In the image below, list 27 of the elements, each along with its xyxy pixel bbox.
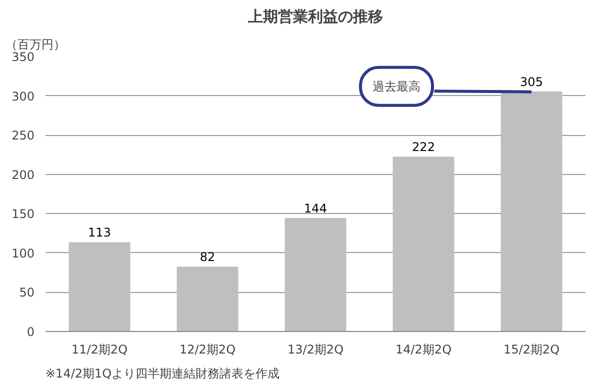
bar (392, 156, 454, 332)
data-label: 82 (200, 250, 216, 264)
y-tick-label: 100 (12, 246, 34, 260)
chart-title: 上期営業利益の推移 (247, 8, 383, 26)
y-tick-label: 300 (12, 89, 34, 104)
data-label: 113 (88, 226, 111, 240)
bar (284, 218, 346, 332)
x-tick-label: 13/2期2Q (287, 342, 344, 356)
data-label: 144 (304, 201, 327, 216)
y-tick-label: 50 (19, 286, 35, 300)
x-tick-label: 12/2期2Q (179, 342, 236, 356)
text: ※14/2期1Qより四半期連結財務諸表を作成 (46, 366, 280, 380)
x-tick-label: 11/2期2Q (71, 342, 128, 356)
data-label: 305 (520, 74, 543, 89)
bar (68, 242, 130, 332)
y-tick-label: 200 (12, 168, 34, 182)
y-tick-label: 150 (12, 207, 34, 222)
y-tick-label: 350 (12, 50, 34, 64)
y-tick-label: 250 (12, 128, 34, 143)
y-axis-title: （百万円） (6, 38, 66, 52)
bar (176, 266, 238, 332)
annotation: 過去最高 (372, 79, 420, 94)
x-tick-label: 14/2期2Q (395, 342, 452, 356)
bar (500, 91, 562, 332)
data-label: 222 (412, 140, 435, 154)
x-tick-label: 15/2期2Q (503, 342, 560, 356)
y-tick-label: 0 (26, 325, 35, 339)
